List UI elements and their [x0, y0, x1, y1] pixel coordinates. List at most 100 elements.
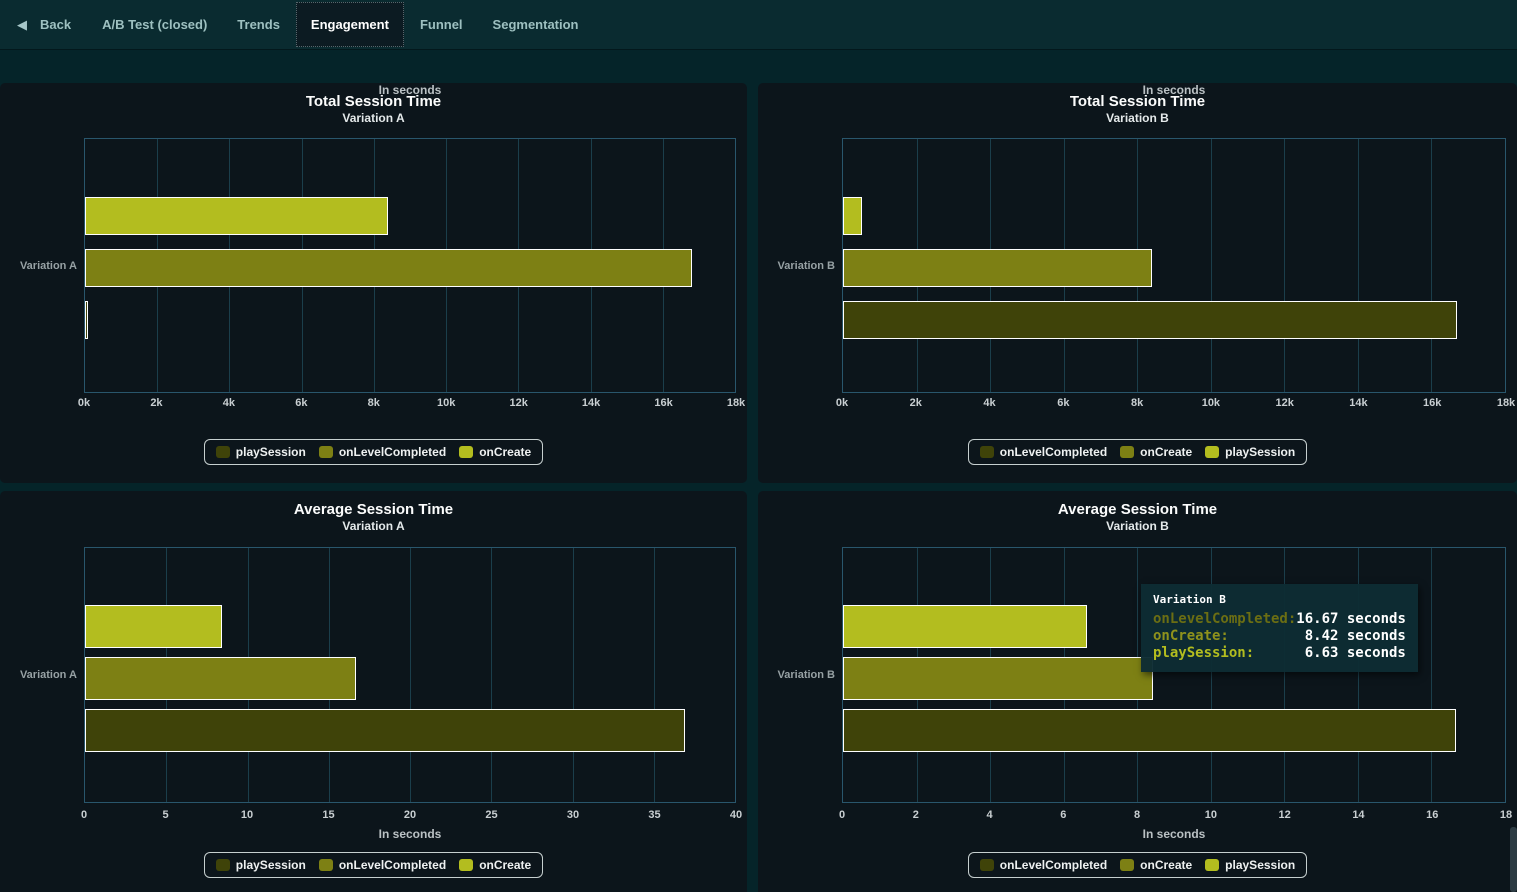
legend-label: playSession — [1225, 858, 1296, 872]
chart-title: Average Session Time — [293, 501, 454, 518]
bar-playsession[interactable] — [843, 197, 863, 235]
nav-tab-trends[interactable]: Trends — [237, 17, 280, 32]
legend-swatch-icon — [318, 446, 333, 458]
nav-tab-funnel[interactable]: Funnel — [419, 17, 463, 32]
grid-line — [1431, 548, 1433, 802]
legend-item-onlevelcompleted[interactable]: onLevelCompleted — [979, 445, 1107, 459]
legend-swatch-icon — [318, 859, 333, 871]
bar-playsession[interactable] — [85, 709, 685, 752]
legend-item-oncreate[interactable]: onCreate — [1120, 445, 1192, 459]
x-tick-label: 10 — [240, 809, 254, 821]
legend-swatch-icon — [1120, 446, 1135, 458]
x-tick-label: 14k — [581, 397, 601, 409]
legend-swatch-icon — [979, 446, 994, 458]
x-tick-label: 2 — [912, 809, 919, 821]
legend-label: onCreate — [1140, 858, 1193, 872]
nav-tab-engagement[interactable]: Engagement — [295, 2, 404, 47]
grid-line — [1284, 548, 1286, 802]
x-tick-label: 2k — [909, 397, 922, 409]
legend-label: playSession — [235, 445, 306, 459]
x-tick-label: 15 — [322, 809, 335, 821]
bar-oncreate[interactable] — [85, 197, 389, 235]
x-tick-label: 10 — [1204, 809, 1217, 821]
bar-onlevelcompleted[interactable] — [843, 301, 1458, 339]
x-axis: 0k 2k 4k 6k 8k 10k 12k 14k 16k 18k — [836, 397, 1515, 411]
legend-item-playsession[interactable]: playSession — [1205, 858, 1295, 872]
legend-box: playSession onLevelCompleted onCreate — [203, 439, 544, 465]
legend-item-onlevelcompleted[interactable]: onLevelCompleted — [318, 858, 447, 872]
plot-area: Variation B Variation B onLevelCompleted: 1… — [778, 547, 1506, 803]
bar-onlevelcompleted[interactable] — [85, 657, 357, 700]
legend-label: onLevelCompleted — [999, 858, 1108, 872]
x-tick-label: 30 — [566, 809, 580, 821]
tooltip-row-oncreate: onCreate: 8.42 seconds — [1153, 628, 1406, 645]
chart-legend: onLevelCompleted onCreate playSession — [758, 439, 1517, 465]
legend-swatch-icon — [215, 859, 230, 871]
legend-box: onLevelCompleted onCreate playSession — [967, 439, 1308, 465]
nav-tabs: A/B Test (closed) Trends Engagement Funnel S… — [87, 0, 593, 49]
chart-subtitle: Variation B — [1106, 519, 1169, 533]
legend-swatch-icon — [979, 859, 994, 871]
x-tick-label: 6k — [1057, 397, 1070, 409]
tooltip-series-value: 8.42 seconds — [1304, 628, 1406, 644]
tooltip-series-value: 6.63 seconds — [1304, 645, 1406, 661]
bar-playsession[interactable] — [85, 301, 88, 339]
x-tick-label: 35 — [648, 809, 661, 821]
grid-line — [1357, 139, 1359, 392]
tooltip-title: Variation B — [1153, 593, 1226, 606]
legend-item-onlevelcompleted[interactable]: onLevelCompleted — [979, 858, 1108, 872]
category-label: Variation A — [19, 669, 77, 681]
bar-onlevelcompleted[interactable] — [843, 709, 1457, 752]
scrollbar-thumb[interactable] — [1510, 827, 1517, 892]
x-tick-label: 14 — [1352, 809, 1365, 821]
legend-item-playsession[interactable]: playSession — [215, 858, 306, 872]
chart-title: Total Session Time — [1069, 93, 1206, 110]
grid-line — [1284, 139, 1286, 392]
tooltip-series-label: onCreate: — [1153, 628, 1229, 644]
nav-tab-segmentation[interactable]: Segmentation — [492, 17, 579, 32]
back-arrow-icon: ◀ — [17, 17, 27, 32]
x-tick-label: 4k — [222, 397, 235, 409]
legend-item-oncreate[interactable]: onCreate — [1120, 858, 1192, 872]
chart-panel-total-session-time-variation-b: Total Session Time Variation B Variation… — [758, 83, 1517, 483]
x-tick-label: 16 — [1426, 809, 1439, 821]
x-tick-label: 25 — [485, 809, 498, 821]
x-tick-label: 6k — [295, 397, 308, 409]
bar-oncreate[interactable] — [85, 605, 222, 648]
x-axis-title: In seconds — [1142, 83, 1206, 97]
legend-item-playsession[interactable]: playSession — [1205, 445, 1295, 459]
legend-item-oncreate[interactable]: onCreate — [459, 858, 531, 872]
top-nav: ◀ Back A/B Test (closed) Trends Engagement… — [0, 0, 1517, 50]
nav-tab-a-b-test-closed[interactable]: A/B Test (closed) — [102, 17, 208, 32]
legend-label: onCreate — [479, 445, 532, 459]
tooltip-series-label: playSession: — [1153, 645, 1255, 661]
legend-label: onLevelCompleted — [338, 858, 447, 872]
bar-onlevelcompleted[interactable] — [85, 249, 692, 287]
legend-item-oncreate[interactable]: onCreate — [459, 445, 531, 459]
legend-item-playsession[interactable]: playSession — [215, 445, 306, 459]
x-tick-label: 4k — [983, 397, 996, 409]
legend-swatch-icon — [459, 859, 474, 871]
x-tick-label: 4 — [986, 809, 993, 821]
chart-subtitle: Variation A — [342, 519, 405, 533]
category-label: Variation A — [19, 259, 77, 272]
x-tick-label: 8 — [1134, 809, 1141, 821]
bar-playsession[interactable] — [843, 605, 1087, 648]
legend-swatch-icon — [1205, 446, 1220, 458]
chart-panel-average-session-time-variation-a: Average Session Time Variation A Variati… — [0, 491, 747, 892]
x-tick-label: 8k — [367, 397, 380, 409]
grid-line — [653, 548, 655, 802]
x-tick-label: 6 — [1060, 809, 1067, 821]
x-axis: 0 2 4 6 8 10 12 14 16 18 — [839, 809, 1512, 823]
back-button[interactable]: ◀ Back — [0, 0, 87, 49]
legend-item-onlevelcompleted[interactable]: onLevelCompleted — [318, 445, 447, 459]
chart-legend: playSession onLevelCompleted onCreate — [0, 852, 747, 878]
x-tick-label: 10k — [437, 397, 456, 409]
tooltip-series-label: onLevelCompleted: — [1153, 611, 1297, 627]
legend-label: onLevelCompleted — [338, 445, 447, 459]
bar-oncreate[interactable] — [843, 249, 1152, 287]
legend-swatch-icon — [1120, 859, 1135, 871]
bar-oncreate[interactable] — [843, 657, 1153, 700]
plot-area: Variation A — [20, 138, 736, 393]
x-tick-label: 18 — [1499, 809, 1513, 821]
